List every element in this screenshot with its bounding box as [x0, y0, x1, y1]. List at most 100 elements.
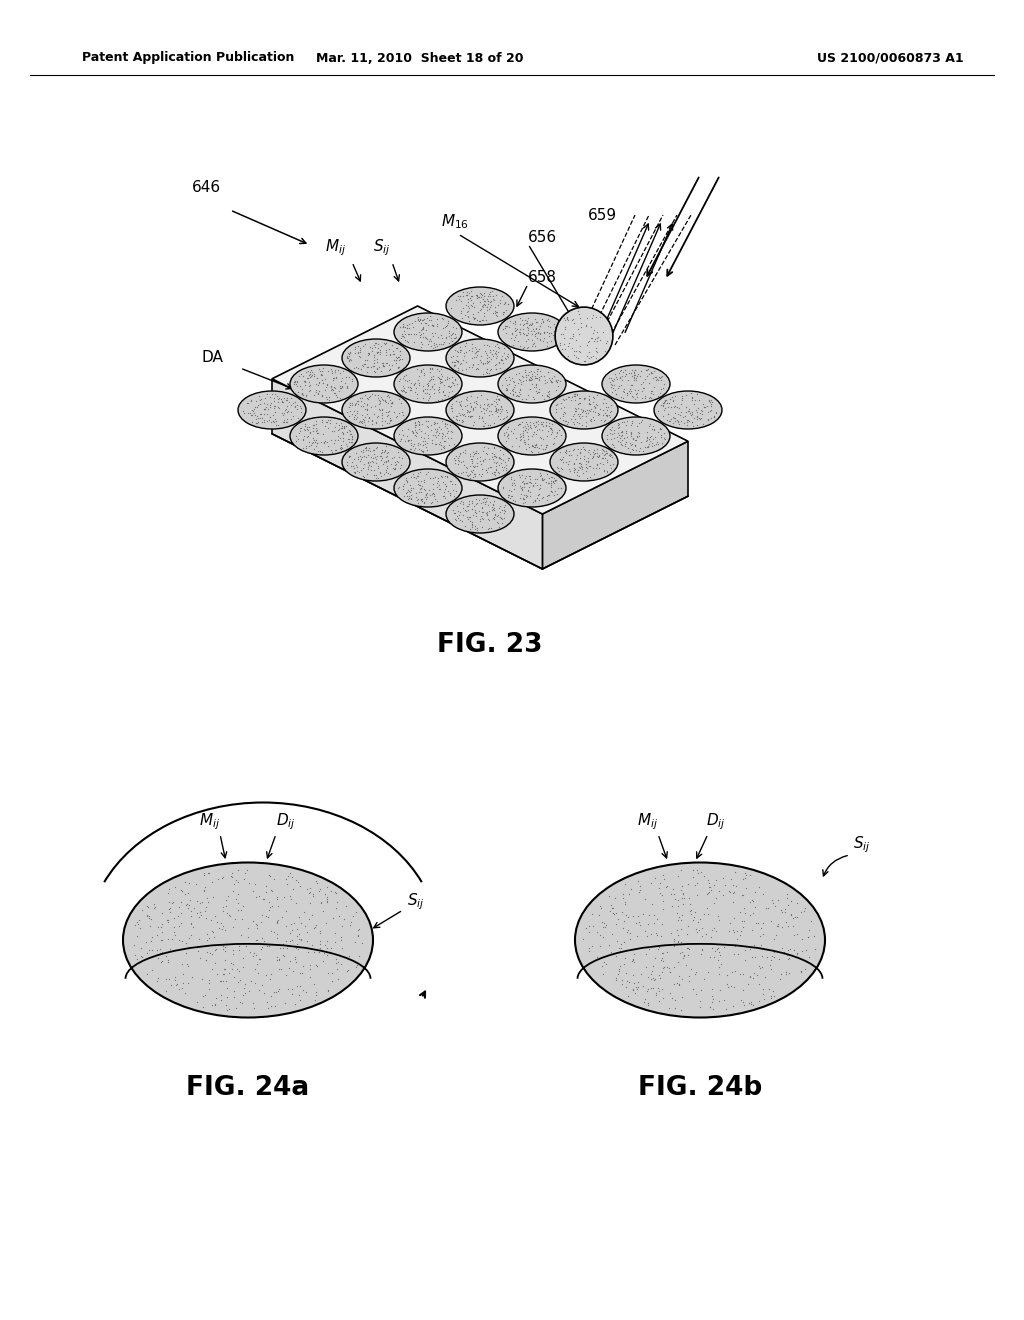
Point	[532, 322, 549, 343]
Point	[524, 491, 541, 512]
Point	[703, 937, 720, 958]
Point	[333, 927, 349, 948]
Point	[762, 954, 778, 975]
Point	[308, 411, 325, 432]
Point	[687, 919, 703, 940]
Point	[418, 484, 434, 506]
Point	[628, 388, 644, 409]
Point	[371, 393, 387, 414]
Point	[407, 412, 423, 433]
Point	[725, 977, 741, 998]
Point	[630, 421, 646, 442]
Point	[761, 979, 777, 1001]
Point	[398, 471, 415, 492]
Point	[390, 446, 407, 467]
Point	[645, 956, 662, 977]
Point	[479, 352, 496, 374]
Point	[474, 488, 490, 510]
Point	[474, 310, 490, 331]
Point	[595, 440, 611, 461]
Point	[336, 417, 352, 438]
Point	[455, 442, 471, 463]
Point	[270, 909, 287, 931]
Point	[474, 463, 490, 484]
Point	[467, 499, 483, 520]
Point	[703, 879, 720, 900]
Point	[585, 392, 601, 413]
Point	[554, 446, 570, 467]
Point	[332, 375, 348, 396]
Point	[217, 950, 233, 972]
Point	[514, 492, 530, 513]
Point	[564, 405, 581, 426]
Point	[338, 401, 354, 422]
Point	[670, 952, 686, 973]
Point	[344, 426, 360, 447]
Point	[415, 318, 431, 339]
Point	[669, 902, 685, 923]
Point	[369, 407, 385, 428]
Point	[586, 407, 602, 428]
Point	[528, 368, 545, 389]
Point	[423, 367, 439, 388]
Point	[764, 945, 780, 966]
Point	[457, 335, 473, 356]
Point	[388, 347, 404, 368]
Point	[456, 404, 472, 425]
Point	[394, 401, 411, 422]
Point	[354, 932, 371, 953]
Point	[377, 441, 393, 462]
Point	[753, 917, 769, 939]
Point	[735, 898, 752, 919]
Point	[735, 964, 752, 985]
Point	[474, 407, 490, 428]
Text: Patent Application Publication: Patent Application Publication	[82, 51, 294, 65]
Point	[362, 451, 379, 473]
Point	[681, 970, 697, 991]
Point	[751, 974, 767, 995]
Point	[579, 458, 595, 479]
Point	[372, 391, 388, 412]
Point	[479, 297, 496, 318]
Point	[162, 898, 178, 919]
Point	[354, 411, 371, 432]
Point	[578, 314, 594, 335]
Point	[316, 433, 333, 454]
Point	[409, 358, 425, 379]
Point	[571, 388, 588, 409]
Point	[160, 909, 176, 931]
Point	[565, 440, 582, 461]
Point	[306, 430, 323, 451]
Point	[378, 345, 394, 366]
Point	[678, 401, 694, 422]
Point	[481, 342, 498, 363]
Point	[641, 387, 657, 408]
Point	[744, 968, 761, 989]
Point	[348, 409, 365, 430]
Point	[429, 335, 445, 356]
Point	[307, 917, 324, 939]
Point	[327, 923, 343, 944]
Point	[505, 370, 521, 391]
Point	[301, 436, 317, 457]
Point	[359, 356, 376, 378]
Point	[456, 411, 472, 432]
Point	[630, 906, 646, 927]
Point	[274, 937, 291, 958]
Point	[350, 925, 367, 946]
Point	[455, 451, 471, 473]
Point	[266, 401, 283, 422]
Point	[282, 931, 298, 952]
Point	[655, 374, 672, 395]
Point	[666, 883, 682, 904]
Point	[628, 440, 644, 461]
Point	[651, 367, 668, 388]
Point	[637, 888, 653, 909]
Point	[352, 445, 369, 466]
Point	[592, 924, 608, 945]
Point	[654, 946, 671, 968]
Point	[565, 457, 582, 478]
Point	[462, 463, 478, 484]
Point	[536, 366, 552, 387]
Point	[601, 367, 617, 388]
